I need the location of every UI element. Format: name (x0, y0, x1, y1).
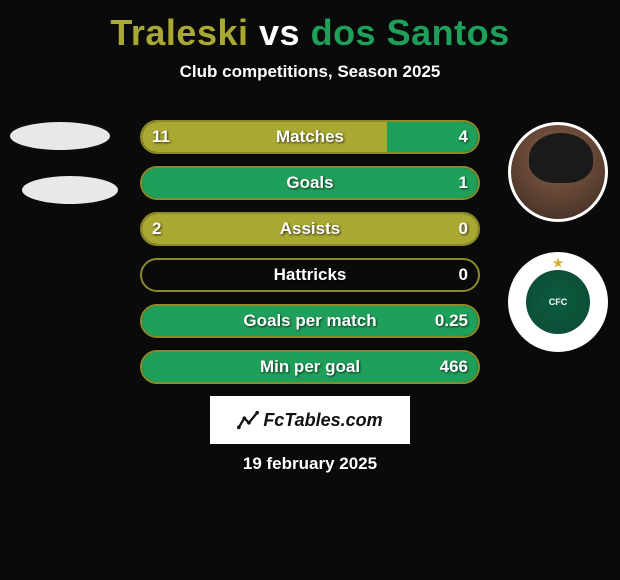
club-badge-circle: ★ CFC (526, 270, 590, 334)
stat-row: Hattricks0 (140, 258, 480, 292)
player2-club-badge: ★ CFC (508, 252, 608, 352)
player1-avatar-placeholder (10, 122, 110, 150)
stat-value-right: 466 (440, 352, 468, 382)
branding-box[interactable]: FcTables.com (210, 396, 410, 444)
stat-value-left: 2 (152, 214, 161, 244)
stat-row: Goals per match0.25 (140, 304, 480, 338)
stat-value-right: 0.25 (435, 306, 468, 336)
stat-label: Hattricks (142, 260, 478, 290)
stat-label: Assists (142, 214, 478, 244)
chart-icon (237, 409, 259, 431)
stat-row: Matches11 4 (140, 120, 480, 154)
stat-value-right: 0 (459, 214, 468, 244)
stats-table: Matches114Goals1Assists20Hattricks0Goals… (140, 120, 480, 396)
title-player1: Traleski (110, 12, 248, 53)
branding-text: FcTables.com (263, 410, 382, 431)
title-vs: vs (259, 12, 300, 53)
stat-row: Min per goal466 (140, 350, 480, 384)
club-badge-text: CFC (549, 297, 568, 307)
stat-value-left: 11 (152, 122, 170, 152)
stat-value-right: 4 (459, 122, 468, 152)
player2-avatar (508, 122, 608, 222)
star-icon: ★ (553, 256, 564, 270)
page-title: Traleski vs dos Santos (0, 0, 620, 54)
stat-row: Assists2 0 (140, 212, 480, 246)
title-player2: dos Santos (311, 12, 510, 53)
date-text: 19 february 2025 (0, 454, 620, 474)
stat-value-right: 1 (459, 168, 468, 198)
player1-club-placeholder (22, 176, 118, 204)
subtitle: Club competitions, Season 2025 (0, 62, 620, 82)
stat-label: Goals (142, 168, 478, 198)
stat-label: Goals per match (142, 306, 478, 336)
stat-value-right: 0 (459, 260, 468, 290)
stat-label: Min per goal (142, 352, 478, 382)
stat-row: Goals1 (140, 166, 480, 200)
stat-label: Matches (142, 122, 478, 152)
